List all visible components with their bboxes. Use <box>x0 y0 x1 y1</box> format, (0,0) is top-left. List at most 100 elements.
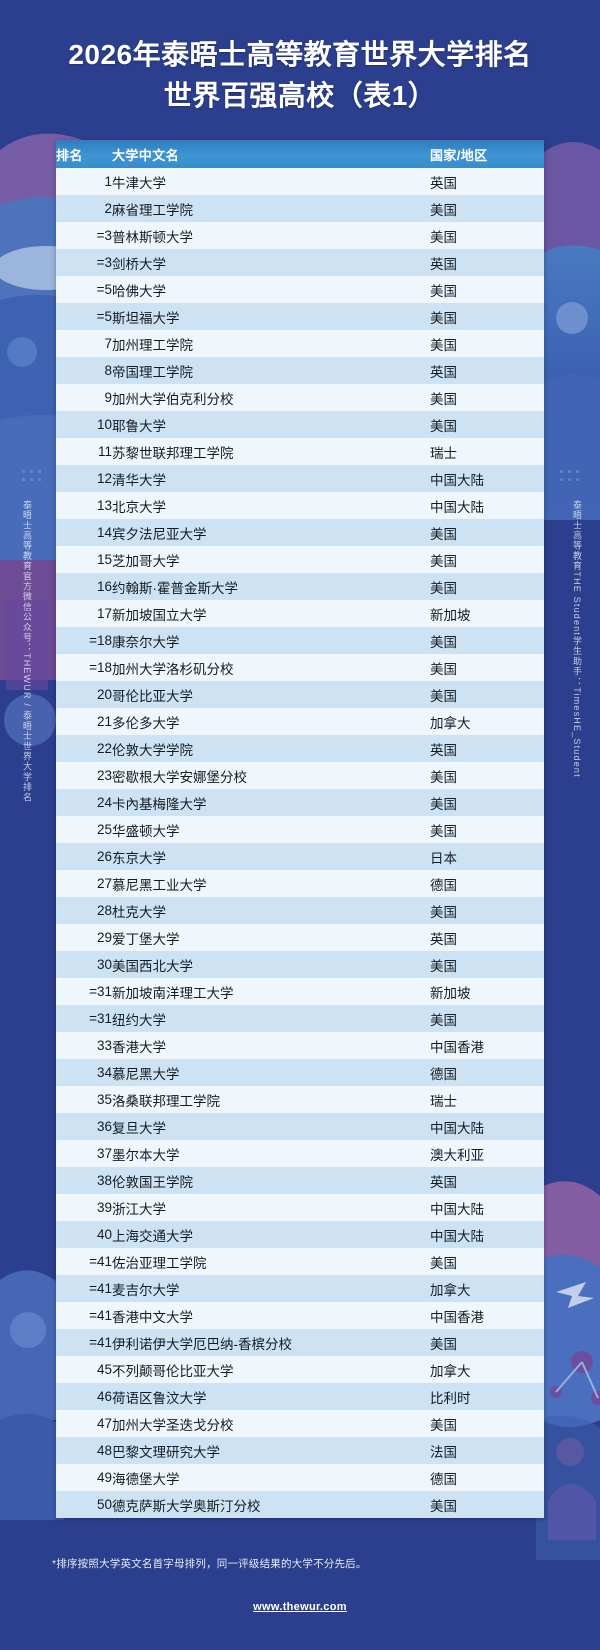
cell-rank: 23 <box>96 768 112 783</box>
cell-region: 美国 <box>430 1336 457 1352</box>
cell-region: 瑞士 <box>430 1093 457 1109</box>
cell-region: 德国 <box>430 877 457 893</box>
cell-rank: 24 <box>96 795 112 810</box>
cell-university-name: 新加坡国立大学 <box>112 607 207 623</box>
cell-region: 美国 <box>430 688 457 704</box>
table-row: 23 密歇根大学安娜堡分校 美国 <box>56 762 544 789</box>
cell-region: 美国 <box>430 796 457 812</box>
cell-university-name: 洛桑联邦理工学院 <box>112 1093 220 1109</box>
table-row: 48 巴黎文理研究大学 法国 <box>56 1437 544 1464</box>
table-row: 20 哥伦比亚大学 美国 <box>56 681 544 708</box>
cell-university-name: 巴黎文理研究大学 <box>112 1444 220 1460</box>
cell-rank: =18 <box>89 660 112 675</box>
cell-rank: 2 <box>104 201 112 216</box>
cell-university-name: 佐治亚理工学院 <box>112 1255 207 1271</box>
cell-rank: 49 <box>96 1470 112 1485</box>
cell-region: 英国 <box>430 256 457 272</box>
cell-university-name: 多伦多大学 <box>112 715 180 731</box>
cell-region: 英国 <box>430 175 457 191</box>
cell-region: 瑞士 <box>430 445 457 461</box>
cell-university-name: 美国西北大学 <box>112 958 193 974</box>
cell-rank: 17 <box>96 606 112 621</box>
cell-rank: 10 <box>96 417 112 432</box>
cell-rank: =5 <box>96 309 112 324</box>
cell-rank: =5 <box>96 282 112 297</box>
cell-rank: 48 <box>96 1443 112 1458</box>
cell-rank: 1 <box>104 174 112 189</box>
cell-region: 美国 <box>430 391 457 407</box>
cell-region: 德国 <box>430 1471 457 1487</box>
table-row: 33 香港大学 中国香港 <box>56 1032 544 1059</box>
cell-region: 中国大陆 <box>430 499 484 515</box>
cell-rank: 35 <box>96 1092 112 1107</box>
site-url-link[interactable]: www.thewur.com <box>253 1601 347 1613</box>
table-row: =41 佐治亚理工学院 美国 <box>56 1248 544 1275</box>
cell-university-name: 麦吉尔大学 <box>112 1282 180 1298</box>
cell-university-name: 牛津大学 <box>112 175 166 191</box>
table-row: 1 牛津大学 英国 <box>56 168 544 195</box>
table-header-row: 排名 大学中文名 国家/地区 <box>56 140 544 168</box>
cell-university-name: 慕尼黑大学 <box>112 1066 180 1082</box>
cell-university-name: 加州大学圣迭戈分校 <box>112 1417 234 1433</box>
table-row: =18 康奈尔大学 美国 <box>56 627 544 654</box>
cell-university-name: 慕尼黑工业大学 <box>112 877 207 893</box>
page-title: 2026年泰晤士高等教育世界大学排名 世界百强高校（表1） <box>0 0 600 116</box>
cell-region: 法国 <box>430 1444 457 1460</box>
cell-rank: =41 <box>89 1281 112 1296</box>
table-row: =31 纽约大学 美国 <box>56 1005 544 1032</box>
column-header-rank: 排名 <box>56 140 112 168</box>
cell-rank: 11 <box>97 444 112 459</box>
cell-university-name: 香港大学 <box>112 1039 166 1055</box>
cell-rank: 50 <box>96 1497 112 1512</box>
cell-region: 加拿大 <box>430 1363 471 1379</box>
column-header-name: 大学中文名 <box>112 140 430 168</box>
table-row: 8 帝国理工学院 英国 <box>56 357 544 384</box>
cell-rank: =41 <box>89 1308 112 1323</box>
cell-region: 加拿大 <box>430 1282 471 1298</box>
cell-university-name: 帝国理工学院 <box>112 364 193 380</box>
cell-region: 英国 <box>430 742 457 758</box>
cell-region: 美国 <box>430 1498 457 1514</box>
footnote-text: *排序按照大学英文名首字母排列，同一评级结果的大学不分先后。 <box>52 1558 367 1570</box>
cell-university-name: 剑桥大学 <box>112 256 166 272</box>
cell-rank: 22 <box>96 741 112 756</box>
table-row: =41 麦吉尔大学 加拿大 <box>56 1275 544 1302</box>
cell-region: 美国 <box>430 229 457 245</box>
cell-rank: 29 <box>96 930 112 945</box>
cell-university-name: 加州大学洛杉矶分校 <box>112 661 234 677</box>
cell-rank: 33 <box>96 1038 112 1053</box>
cell-university-name: 宾夕法尼亚大学 <box>112 526 207 542</box>
table-row: 21 多伦多大学 加拿大 <box>56 708 544 735</box>
cell-rank: 37 <box>96 1146 112 1161</box>
cell-region: 澳大利亚 <box>430 1147 484 1163</box>
cell-rank: 38 <box>96 1173 112 1188</box>
cell-university-name: 哈佛大学 <box>112 283 166 299</box>
table-row: 14 宾夕法尼亚大学 美国 <box>56 519 544 546</box>
cell-rank: 16 <box>96 579 112 594</box>
cell-university-name: 德克萨斯大学奥斯汀分校 <box>112 1498 261 1514</box>
cell-university-name: 墨尔本大学 <box>112 1147 180 1163</box>
cell-university-name: 伊利诺伊大学厄巴纳-香槟分校 <box>112 1336 292 1352</box>
table-row: 9 加州大学伯克利分校 美国 <box>56 384 544 411</box>
table-row: 10 耶鲁大学 美国 <box>56 411 544 438</box>
cell-rank: 8 <box>104 363 112 378</box>
cell-rank: 9 <box>104 390 112 405</box>
cell-rank: 25 <box>96 822 112 837</box>
table-row: =5 哈佛大学 美国 <box>56 276 544 303</box>
table-row: 34 慕尼黑大学 德国 <box>56 1059 544 1086</box>
table-header: 排名 大学中文名 国家/地区 <box>56 140 544 168</box>
table-row: 22 伦敦大学学院 英国 <box>56 735 544 762</box>
cell-rank: 47 <box>96 1416 112 1431</box>
table-row: 11 苏黎世联邦理工学院 瑞士 <box>56 438 544 465</box>
cell-university-name: 耶鲁大学 <box>112 418 166 434</box>
cell-university-name: 斯坦福大学 <box>112 310 180 326</box>
cell-rank: =18 <box>89 633 112 648</box>
cell-rank: 46 <box>96 1389 112 1404</box>
cell-region: 中国大陆 <box>430 1201 484 1217</box>
table-row: 35 洛桑联邦理工学院 瑞士 <box>56 1086 544 1113</box>
table-row: 27 慕尼黑工业大学 德国 <box>56 870 544 897</box>
cell-university-name: 东京大学 <box>112 850 166 866</box>
table-row: 28 杜克大学 美国 <box>56 897 544 924</box>
table-row: 30 美国西北大学 美国 <box>56 951 544 978</box>
